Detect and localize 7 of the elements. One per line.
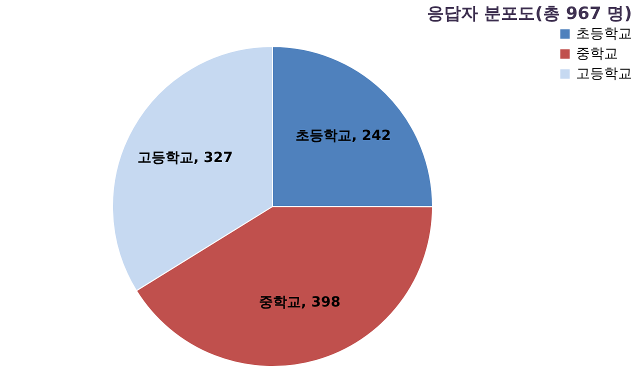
data-label: 초등학교, 242 — [296, 128, 391, 144]
data-label: 중학교, 398 — [259, 294, 340, 311]
legend-label: 초등학교 — [576, 26, 632, 42]
chart-title: 응답자 분포도(총 967 명) — [427, 4, 632, 24]
legend-label: 중학교 — [576, 46, 618, 62]
data-label: 고등학교, 327 — [137, 150, 233, 166]
legend-label: 고등학교 — [576, 66, 632, 82]
